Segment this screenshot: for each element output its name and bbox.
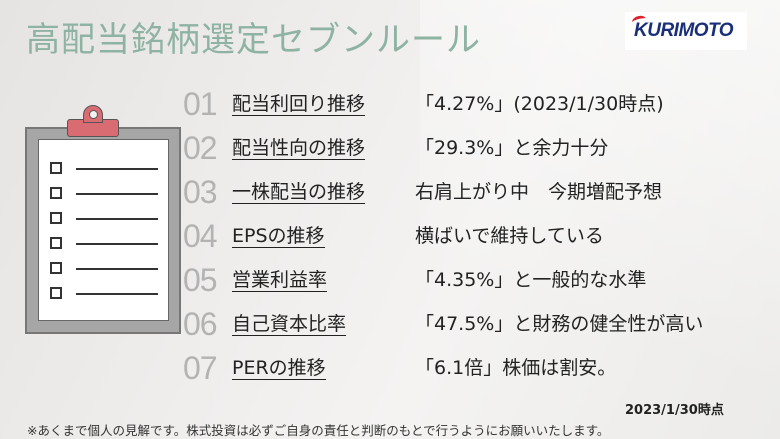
checkbox-icon bbox=[50, 162, 62, 174]
rule-number: 02 bbox=[183, 130, 218, 166]
rule-row-07: 07 PERの推移 「6.1倍」株価は割安。 bbox=[183, 350, 773, 390]
rule-detail: 「47.5%」と財務の健全性が高い bbox=[415, 313, 704, 335]
rule-number: 07 bbox=[183, 350, 218, 386]
rule-number: 06 bbox=[183, 306, 218, 342]
rule-name: 自己資本比率 bbox=[232, 313, 347, 336]
rule-row-01: 01 配当利回り推移 「4.27%」(2023/1/30時点) bbox=[183, 86, 773, 126]
rule-number: 01 bbox=[183, 86, 218, 122]
rule-number: 04 bbox=[183, 218, 218, 254]
rule-detail: 「6.1倍」株価は割安。 bbox=[415, 357, 617, 379]
checklist-line bbox=[76, 168, 158, 170]
rule-row-02: 02 配当性向の推移 「29.3%」と余力十分 bbox=[183, 130, 773, 170]
checklist-row bbox=[50, 162, 160, 176]
kurimoto-logo: KURIMOTO bbox=[625, 12, 747, 50]
rule-number: 05 bbox=[183, 262, 218, 298]
checklist-row bbox=[50, 212, 160, 226]
checkbox-icon bbox=[50, 287, 62, 299]
rule-number: 03 bbox=[183, 174, 218, 210]
checklist-line bbox=[76, 293, 158, 295]
checklist-line bbox=[76, 243, 158, 245]
clipboard-paper bbox=[38, 139, 169, 321]
checklist-line bbox=[76, 218, 158, 220]
checklist-line bbox=[76, 193, 158, 195]
checkbox-icon bbox=[50, 212, 62, 224]
checkbox-icon bbox=[50, 187, 62, 199]
rule-name: PERの推移 bbox=[232, 357, 326, 380]
checklist-row bbox=[50, 237, 160, 251]
background-light bbox=[420, 0, 780, 439]
logo-text: KURIMOTO bbox=[634, 20, 734, 41]
checklist-row bbox=[50, 187, 160, 201]
checklist-row bbox=[50, 287, 160, 301]
rule-name: 配当性向の推移 bbox=[232, 137, 366, 160]
page-title: 高配当銘柄選定セブンルール bbox=[26, 20, 481, 60]
rule-row-06: 06 自己資本比率 「47.5%」と財務の健全性が高い bbox=[183, 306, 773, 346]
rule-name: 配当利回り推移 bbox=[232, 93, 366, 116]
checklist-line bbox=[76, 268, 158, 270]
clip-top bbox=[83, 105, 103, 123]
date-note: 2023/1/30時点 bbox=[625, 403, 724, 418]
rule-detail: 右肩上がり中 今期増配予想 bbox=[415, 181, 663, 203]
rule-detail: 横ばいで維持している bbox=[415, 225, 604, 247]
rule-detail: 「4.35%」と一般的な水準 bbox=[415, 269, 647, 291]
clip-hole bbox=[89, 110, 98, 119]
disclaimer: ※あくまで個人の見解です。株式投資は必ずご自身の責任と判断のもとで行うようにお願… bbox=[27, 423, 610, 438]
rule-name: 一株配当の推移 bbox=[232, 181, 366, 204]
checklist-row bbox=[50, 262, 160, 276]
rule-row-03: 03 一株配当の推移 右肩上がり中 今期増配予想 bbox=[183, 174, 773, 214]
clipboard-checklist-icon bbox=[25, 105, 185, 340]
rule-name: EPSの推移 bbox=[232, 225, 325, 248]
rule-name: 営業利益率 bbox=[232, 269, 328, 292]
clipboard-board bbox=[25, 127, 181, 334]
checkbox-icon bbox=[50, 262, 62, 274]
rule-detail: 「29.3%」と余力十分 bbox=[415, 137, 609, 159]
rule-row-05: 05 営業利益率 「4.35%」と一般的な水準 bbox=[183, 262, 773, 302]
checkbox-icon bbox=[50, 237, 62, 249]
rule-row-04: 04 EPSの推移 横ばいで維持している bbox=[183, 218, 773, 258]
rule-detail: 「4.27%」(2023/1/30時点) bbox=[415, 93, 664, 115]
